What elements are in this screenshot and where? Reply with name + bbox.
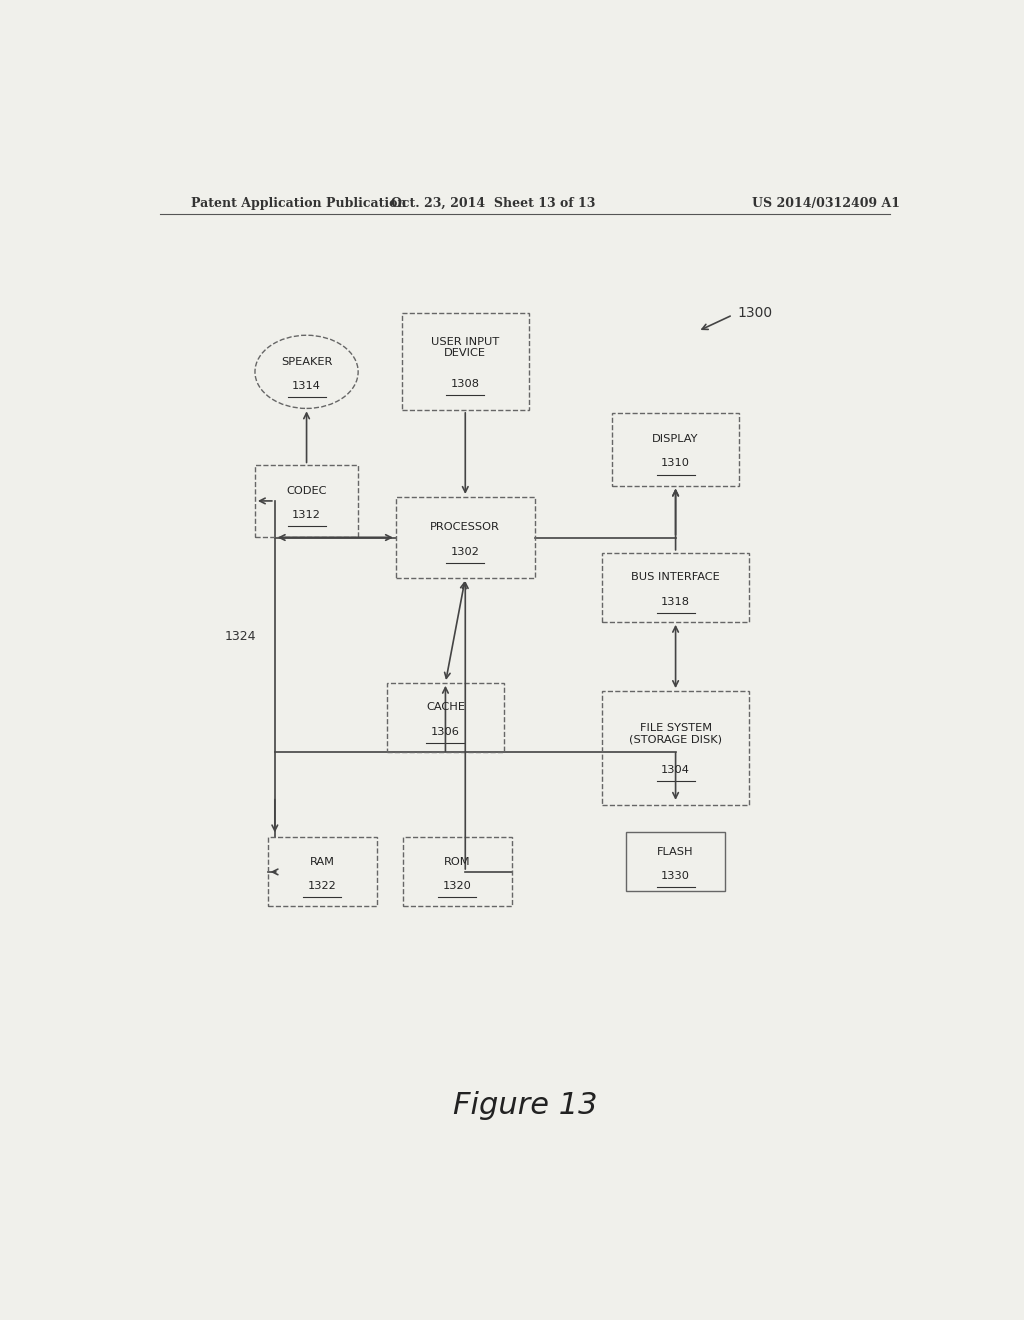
Text: 1322: 1322 — [308, 882, 337, 891]
Text: US 2014/0312409 A1: US 2014/0312409 A1 — [753, 197, 900, 210]
Text: 1306: 1306 — [431, 726, 460, 737]
Text: 1320: 1320 — [443, 882, 472, 891]
Text: Oct. 23, 2014  Sheet 13 of 13: Oct. 23, 2014 Sheet 13 of 13 — [391, 197, 595, 210]
Bar — [387, 682, 504, 752]
Text: 1318: 1318 — [662, 597, 690, 607]
Text: USER INPUT
DEVICE: USER INPUT DEVICE — [431, 337, 500, 358]
Bar — [396, 496, 535, 578]
Text: RAM: RAM — [310, 857, 335, 867]
Text: 1310: 1310 — [662, 458, 690, 469]
Text: 1302: 1302 — [451, 546, 479, 557]
Bar — [267, 837, 377, 907]
Text: PROCESSOR: PROCESSOR — [430, 523, 500, 532]
Text: SPEAKER: SPEAKER — [281, 356, 332, 367]
Text: CACHE: CACHE — [426, 702, 465, 713]
Text: CODEC: CODEC — [287, 486, 327, 496]
Text: FILE SYSTEM
(STORAGE DISK): FILE SYSTEM (STORAGE DISK) — [629, 723, 722, 744]
Text: 1312: 1312 — [292, 510, 321, 520]
Text: 1314: 1314 — [292, 381, 321, 391]
Bar — [402, 837, 512, 907]
Bar — [626, 833, 725, 891]
Text: DISPLAY: DISPLAY — [652, 434, 698, 444]
Text: 1330: 1330 — [662, 871, 690, 880]
Bar — [602, 690, 749, 805]
Bar — [255, 466, 358, 536]
Text: FLASH: FLASH — [657, 846, 694, 857]
Text: 1300: 1300 — [737, 306, 773, 319]
Text: 1308: 1308 — [451, 379, 480, 389]
Bar — [401, 313, 528, 411]
Bar — [602, 553, 749, 622]
Text: 1324: 1324 — [225, 630, 257, 643]
Text: ROM: ROM — [444, 857, 471, 867]
Text: Patent Application Publication: Patent Application Publication — [191, 197, 407, 210]
Text: 1304: 1304 — [662, 766, 690, 775]
Text: BUS INTERFACE: BUS INTERFACE — [631, 572, 720, 582]
Text: Figure 13: Figure 13 — [453, 1092, 597, 1121]
Bar — [612, 413, 739, 486]
